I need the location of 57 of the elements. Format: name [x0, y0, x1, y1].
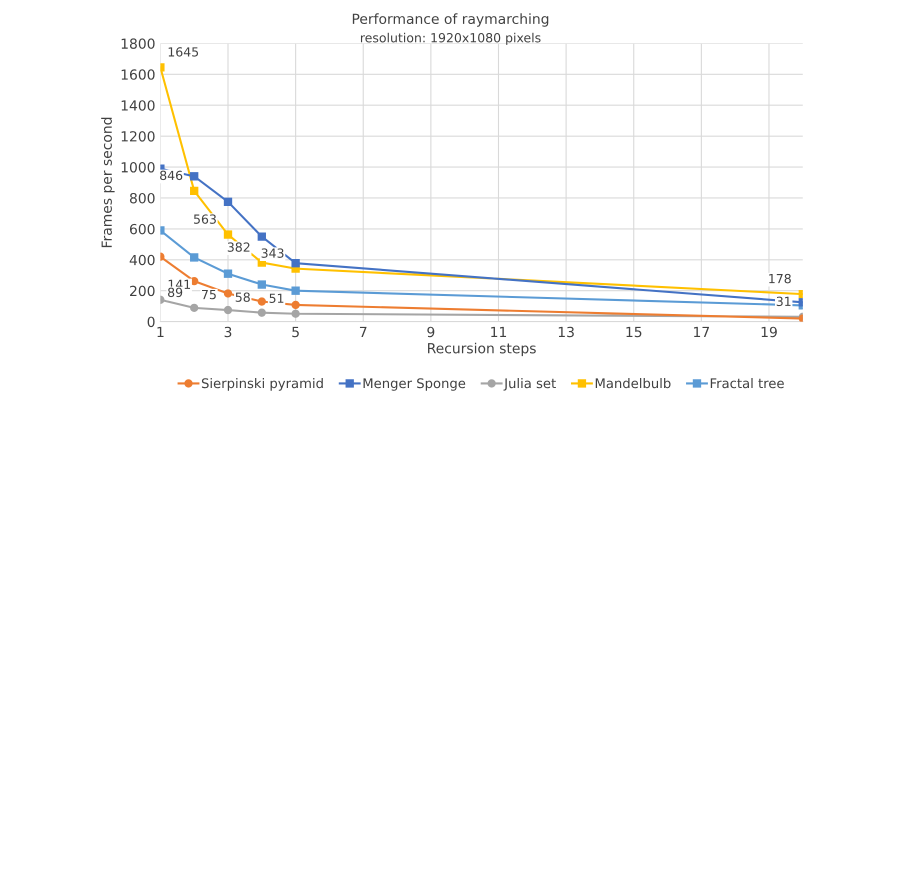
x-tick-label: 11	[491, 326, 506, 338]
y-tick-label: 0	[148, 316, 155, 328]
x-axis-title: Recursion steps	[428, 342, 536, 356]
point	[190, 172, 198, 180]
legend-label: Fractal tree	[710, 378, 784, 388]
x-tick-label: 13	[558, 326, 574, 338]
legend-label: Mandelbulb	[596, 378, 671, 388]
point	[258, 232, 266, 241]
y-tick-label: 1800	[122, 38, 155, 49]
point	[291, 286, 300, 295]
point	[224, 289, 232, 298]
point	[258, 308, 266, 317]
y-tick-label: 400	[130, 254, 155, 266]
x-tick-label: 19	[762, 326, 777, 338]
data-label: 563	[194, 214, 216, 224]
point	[258, 297, 266, 306]
x-tick-label: 3	[224, 326, 232, 338]
y-tick-label: 800	[130, 192, 155, 204]
point	[190, 186, 198, 196]
point	[291, 300, 300, 310]
point	[258, 280, 266, 289]
x-tick-label: 5	[292, 326, 299, 338]
point	[224, 198, 232, 206]
data-label: 51	[270, 294, 284, 303]
x-tick-label: 15	[626, 326, 642, 338]
y-axis-title: Frames per second	[101, 118, 115, 248]
data-label: 343	[262, 248, 284, 258]
y-tick-label: 1200	[122, 131, 155, 142]
data-label: 31	[776, 296, 791, 306]
data-label: 89	[168, 288, 182, 298]
data-label: 58	[236, 292, 250, 302]
y-tick-label: 1000	[122, 162, 155, 173]
legend-label: Julia set	[503, 378, 556, 391]
point	[224, 270, 232, 278]
chart-title: Performance of raymarching	[352, 13, 548, 27]
chart-subtitle: resolution: 1920x1080 pixels	[360, 32, 541, 45]
data-label: 846	[160, 170, 182, 180]
legend-label: Menger Sponge	[364, 378, 466, 391]
x-tick-label: 7	[360, 326, 366, 338]
point	[224, 230, 232, 239]
data-label: 75	[202, 290, 216, 300]
point	[224, 306, 232, 314]
data-label: 1645	[168, 47, 198, 57]
x-tick-label: 17	[694, 326, 710, 338]
data-label: 382	[228, 242, 250, 252]
x-tick-label: 1	[157, 326, 164, 338]
point	[190, 304, 198, 312]
data-label: 178	[769, 274, 791, 284]
point	[190, 253, 198, 262]
y-tick-label: 1600	[122, 69, 155, 80]
legend-label: Sierpinski pyramid	[202, 378, 323, 391]
x-tick-label: 9	[427, 326, 434, 338]
point	[291, 259, 300, 268]
y-tick-label: 600	[130, 224, 155, 234]
y-tick-label: 200	[130, 286, 155, 296]
y-tick-label: 1400	[122, 100, 155, 111]
point	[291, 310, 300, 318]
